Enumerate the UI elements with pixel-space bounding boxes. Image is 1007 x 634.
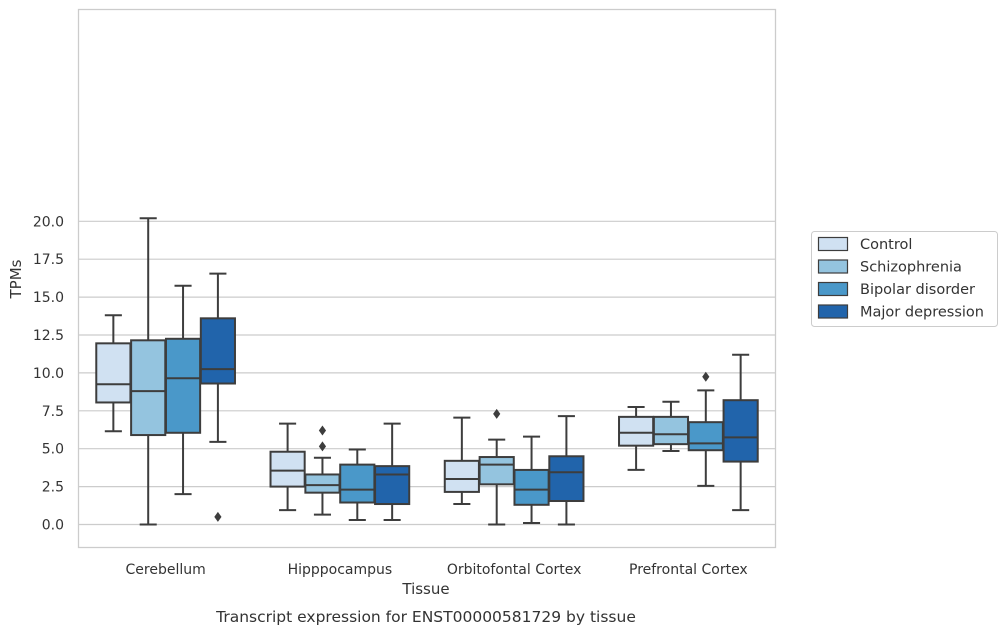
box <box>374 422 411 521</box>
legend-label: Major depression <box>860 305 984 321</box>
box <box>687 371 724 487</box>
box-body <box>722 399 759 463</box>
x-tick-label: Hipppocampus <box>288 562 393 578</box>
box <box>304 425 341 516</box>
box-body <box>199 317 236 385</box>
legend-label: Bipolar disorder <box>860 282 975 298</box>
box <box>722 353 759 512</box>
y-tick-label: 20.0 <box>33 214 64 230</box>
box <box>339 448 376 521</box>
x-tick-labels: Cerebellum Hipppocampus Orbitofontal Corte… <box>126 562 748 578</box>
box-body <box>164 337 202 434</box>
box-body <box>687 421 724 452</box>
box-body <box>478 456 515 486</box>
outlier-point <box>318 441 327 452</box>
box-body <box>548 455 585 503</box>
box-body <box>443 459 480 493</box>
y-tick-label: 5.0 <box>42 442 64 458</box>
box <box>652 400 690 452</box>
y-tick-label: 7.5 <box>42 404 64 420</box>
legend-label: Schizophrenia <box>860 260 962 276</box>
box-body <box>339 463 376 504</box>
box-body <box>95 342 132 404</box>
box <box>164 284 202 496</box>
box-body <box>269 450 306 488</box>
outlier-point <box>214 511 222 522</box>
legend-swatch <box>817 259 849 274</box>
box-plot-area <box>95 217 759 526</box>
box <box>269 422 306 512</box>
x-tick-label: Orbitofontal Cortex <box>447 562 582 578</box>
legend-swatch <box>817 304 849 319</box>
legend-label: Control <box>860 237 912 253</box>
box-body <box>513 468 550 506</box>
y-tick-label: 10.0 <box>33 366 64 382</box>
legend: Control Schizophrenia Bipolar disorder Majo… <box>811 231 998 327</box>
plot-frame <box>77 8 777 549</box>
box <box>478 408 515 526</box>
y-tick-label: 12.5 <box>33 328 64 344</box>
box <box>95 314 132 433</box>
figure-caption: Transcript expression for ENST0000058172… <box>215 608 636 626</box>
y-tick-label: 15.0 <box>33 290 64 306</box>
x-tick-label: Prefrontal Cortex <box>629 562 748 578</box>
box <box>199 272 236 522</box>
legend-swatch <box>817 236 849 252</box>
box <box>513 435 550 524</box>
box-body <box>652 415 690 446</box>
outlier-point <box>702 371 710 382</box>
box-body <box>130 339 167 437</box>
box-body <box>304 473 341 494</box>
y-axis-label: TPMs <box>7 259 25 299</box>
legend-frame <box>811 231 998 327</box>
box <box>618 406 655 471</box>
y-tick-label: 2.5 <box>42 480 64 496</box>
x-axis-label: Tissue <box>401 580 449 598</box>
x-tick-label: Cerebellum <box>126 562 206 578</box>
box <box>548 415 585 526</box>
box <box>443 416 480 506</box>
outlier-point <box>318 425 327 436</box>
legend-swatch <box>817 281 849 297</box>
box-body <box>618 415 655 447</box>
box <box>130 217 167 526</box>
y-tick-label: 17.5 <box>33 252 64 268</box>
y-tick-labels: 0.0 2.5 5.0 7.5 10.0 12.5 15.0 17.5 20.0 <box>33 214 64 533</box>
box-body <box>374 465 411 506</box>
outlier-point <box>493 408 501 419</box>
y-tick-label: 0.0 <box>42 518 64 534</box>
